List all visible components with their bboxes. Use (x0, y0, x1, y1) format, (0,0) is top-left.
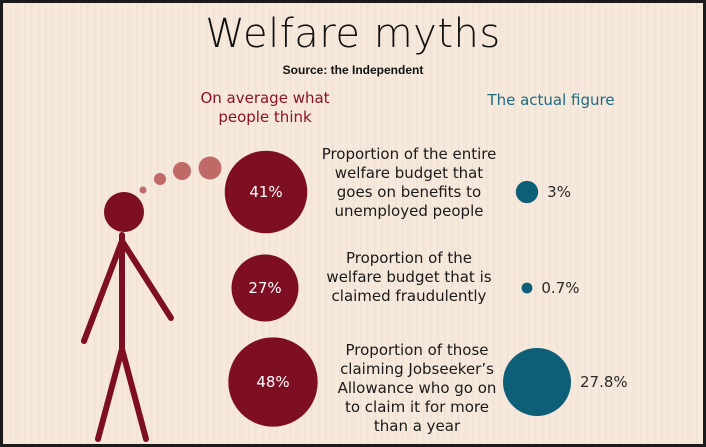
actual-bubble (515, 180, 539, 204)
figure-right-arm (119, 238, 174, 321)
actual-bubble (502, 347, 572, 417)
thought-dot (173, 162, 191, 180)
actual-series: 3% 0.7% 27.8% (502, 180, 628, 417)
source-line: Source: the Independent (282, 63, 424, 77)
page-title: Welfare myths (205, 11, 501, 57)
think-bubble (224, 150, 308, 234)
thought-dot (154, 173, 166, 185)
actual-value-label: 27.8% (580, 373, 628, 391)
figure-right-leg (119, 346, 149, 442)
column-header-think: On average what people think (200, 89, 330, 126)
person-figure (81, 232, 174, 442)
thought-dot (198, 156, 222, 180)
think-value-label: 41% (249, 183, 282, 201)
column-header-actual: The actual figure (487, 91, 615, 109)
figure-left-leg (95, 346, 125, 442)
think-value-label: 27% (248, 279, 281, 297)
actual-value-label: 0.7% (541, 279, 579, 297)
think-bubble (231, 254, 299, 322)
row-description: Proportion of the welfare budget that is… (326, 249, 492, 305)
actual-bubble (521, 282, 533, 294)
think-bubble (228, 337, 318, 427)
think-value-label: 48% (256, 373, 289, 391)
actual-value-label: 3% (547, 183, 571, 201)
thought-dot (139, 186, 147, 194)
think-series: 41% 27% 48% (224, 150, 318, 427)
figure-left-arm (81, 238, 125, 344)
figure-head (104, 192, 144, 232)
row-description: Proportion of those claiming Jobseeker’s… (337, 341, 497, 435)
bubble-chart: 41% 27% 48% 3% 0.7% 27.8% (81, 150, 628, 442)
row-description: Proportion of the entire welfare budget … (321, 145, 497, 220)
thought-bubble-dots (139, 156, 222, 194)
